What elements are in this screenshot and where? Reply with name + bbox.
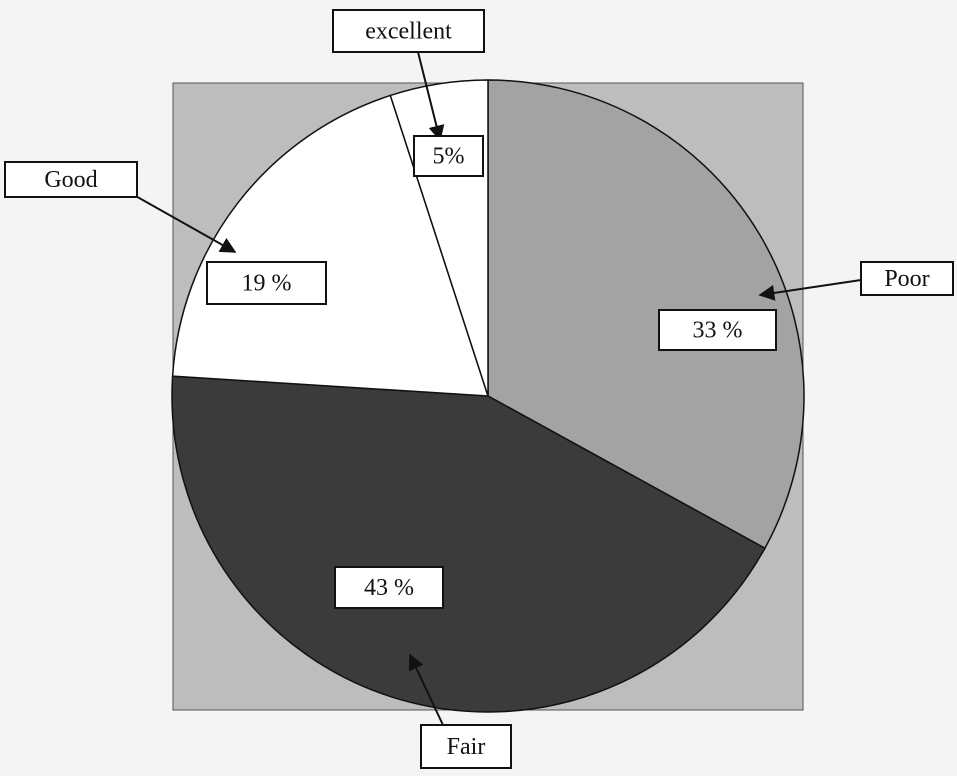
category-label-box — [332, 9, 485, 53]
pie-slice — [171, 375, 766, 713]
category-label: Good — [44, 167, 97, 193]
value-label: 43 % — [364, 575, 414, 601]
value-label: 5% — [433, 144, 465, 170]
value-label: 19 % — [242, 271, 292, 297]
category-label-box — [860, 261, 954, 296]
value-label-box — [413, 135, 484, 177]
category-label-box — [4, 161, 138, 198]
label-arrow — [758, 279, 862, 301]
value-label-box — [658, 309, 777, 351]
pie-slice — [171, 94, 490, 397]
category-label: Poor — [884, 266, 929, 292]
pie-slice — [487, 79, 805, 550]
value-label-box — [334, 566, 444, 609]
category-label-box — [420, 724, 512, 769]
category-label: excellent — [365, 19, 452, 45]
label-arrow — [417, 51, 445, 142]
category-label: Fair — [447, 734, 486, 760]
value-label-box — [206, 261, 327, 305]
value-label: 33 % — [693, 318, 743, 344]
label-arrow — [408, 653, 444, 726]
label-arrow — [124, 189, 237, 253]
